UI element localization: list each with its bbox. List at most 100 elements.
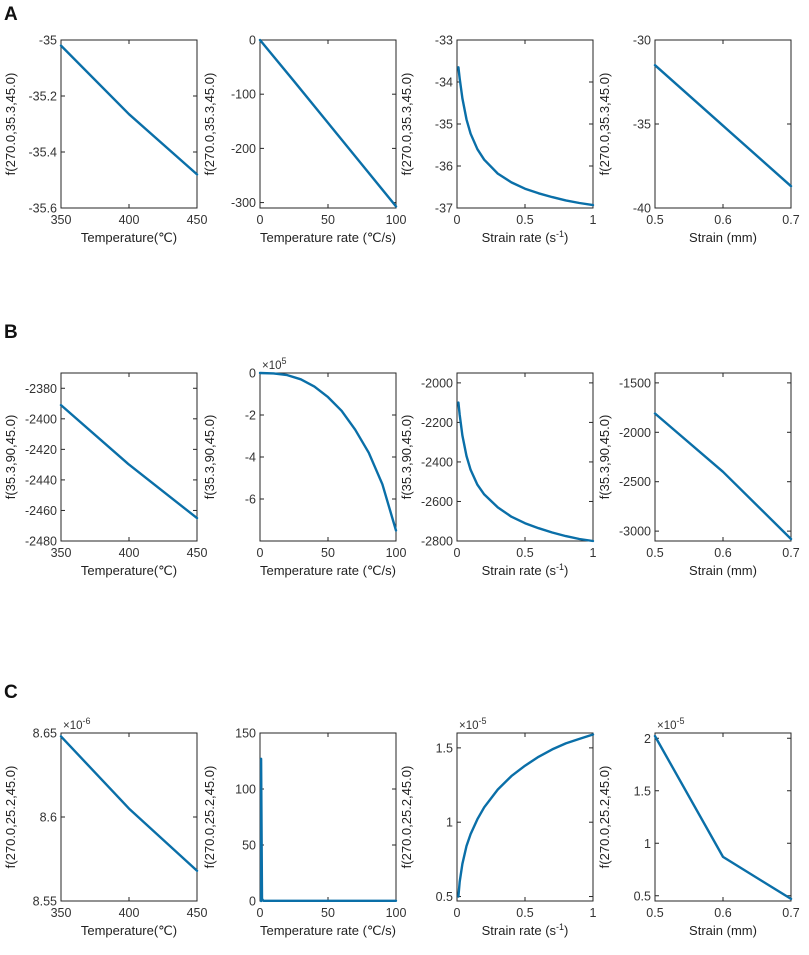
y-tick-label: -35.6 [29,202,58,216]
y-tick-label: -35.4 [29,146,58,160]
y-axis-label: f(270.0,25.2,45.0) [3,766,18,869]
x-tick-label: 350 [51,906,72,920]
y-axis-label: f(270.0,25.2,45.0) [399,766,414,869]
y-tick-label: -2380 [25,382,57,396]
y-axis-label: f(35.3,90,45.0) [399,415,414,500]
y-tick-label: 100 [235,783,256,797]
chart-c-2: 0 50 100 150 0 50 100 Temperature rate (℃/s) f(2… [202,727,406,939]
y-tick-label: 150 [235,727,256,741]
series-line [59,44,199,176]
x-tick-label: 100 [386,906,407,920]
series-line [258,38,398,208]
y-tick-label: -1500 [619,376,651,390]
chart-b-2: -6 -4 -2 0 0 50 100 ×105 Temperature rate (℃/s) f… [202,356,406,578]
y-tick-label: -2500 [619,475,651,489]
x-axis-label: Strain (mm) [689,923,757,938]
y-tick-label: 8.6 [40,811,57,825]
y-tick-label: 50 [242,839,256,853]
y-tick-label: -2460 [25,504,57,518]
y-exponent-label: ×10-6 [63,716,91,732]
x-axis-label: Temperature rate (℃/s) [260,230,396,245]
y-tick-label: -35 [435,118,453,132]
x-tick-label: 0 [257,906,264,920]
x-axis-label: Temperature(℃) [81,230,177,245]
x-tick-label: 1 [590,546,597,560]
y-tick-label: -2440 [25,473,57,487]
y-tick-label: -37 [435,202,453,216]
y-tick-label: -2200 [421,416,453,430]
x-tick-label: 0.6 [714,213,731,227]
plot-frame [456,372,594,542]
chart-b-4: -3000 -2500 -2000 -1500 0.5 0.6 0.7 Strain (mm)… [597,372,800,578]
y-tick-label: -35 [39,34,57,48]
y-axis-label: f(270.0,35.3,45.0) [202,73,217,176]
y-tick-label: -6 [245,493,256,507]
y-tick-label: -2000 [421,376,453,390]
series-line [457,401,595,543]
chart-a-2: -300 -200 -100 0 0 50 100 Temperature rate (℃/s… [202,34,406,246]
x-axis-label-superscript: -1 [556,562,564,572]
x-tick-label: 0.5 [516,213,533,227]
chart-a-3: -37 -36 -35 -34 -33 0 0.5 1 Strain rate (s-1) f(2… [399,34,597,246]
plot-frame [654,39,792,209]
y-axis-label: f(270.0,35.3,45.0) [3,73,18,176]
y-tick-label: 8.65 [33,727,57,741]
y-tick-label: -33 [435,34,453,48]
y-tick-label: -2400 [25,412,57,426]
y-tick-label: 0 [249,34,256,48]
x-tick-label: 100 [386,546,407,560]
x-tick-label: 0.5 [516,906,533,920]
y-tick-label: -4 [245,451,256,465]
y-tick-label: 1.5 [436,741,453,755]
y-tick-label: 1 [644,837,651,851]
x-axis-label: Strain (mm) [689,563,757,578]
y-exponent-value: -6 [83,716,91,726]
panel-label-c: C [4,682,18,703]
series-line [653,63,793,188]
x-tick-label: 0.6 [714,906,731,920]
x-tick-label: 0.7 [782,213,799,227]
x-axis-label: Strain (mm) [689,230,757,245]
y-exponent-label: ×105 [262,356,287,372]
panel-label-b: B [4,322,18,343]
y-axis-label: f(35.3,90,45.0) [3,415,18,500]
x-axis-label: Strain rate (s-1) [482,922,569,938]
plot-frame [456,39,594,209]
y-exponent-value: -5 [677,716,685,726]
x-tick-label: 0 [454,546,461,560]
x-tick-label: 0.5 [646,546,663,560]
x-tick-label: 0.5 [516,546,533,560]
series-line [59,735,199,872]
x-tick-label: 1 [590,213,597,227]
y-tick-label: -2000 [619,426,651,440]
y-tick-label: -2800 [421,535,453,549]
x-tick-label: 400 [119,213,140,227]
series-line [653,734,793,901]
x-tick-label: 50 [321,906,335,920]
y-tick-label: 0 [249,367,256,381]
y-tick-label: -2600 [421,495,453,509]
plot-frame [654,732,792,902]
series-line [259,757,398,903]
y-tick-label: 8.55 [33,895,57,909]
chart-b-3: -2800 -2600 -2400 -2200 -2000 0 0.5 1 Strain rat… [399,372,597,578]
plot-frame [259,372,397,542]
y-tick-label: 2 [644,732,651,746]
x-axis-label: Temperature rate (℃/s) [260,923,396,938]
y-tick-label: -2480 [25,535,57,549]
x-axis-label-superscript: -1 [556,229,564,239]
x-tick-label: 0.5 [646,906,663,920]
x-tick-label: 0 [257,546,264,560]
x-tick-label: 0 [454,213,461,227]
x-tick-label: 100 [386,213,407,227]
y-exponent-value: 5 [282,356,287,366]
y-tick-label: -2400 [421,455,453,469]
x-tick-label: 0.7 [782,906,799,920]
x-tick-label: 400 [119,906,140,920]
y-tick-label: 0.5 [436,890,453,904]
y-tick-label: -2420 [25,443,57,457]
x-axis-label-suffix: ) [564,230,568,245]
y-tick-label: -200 [231,142,256,156]
